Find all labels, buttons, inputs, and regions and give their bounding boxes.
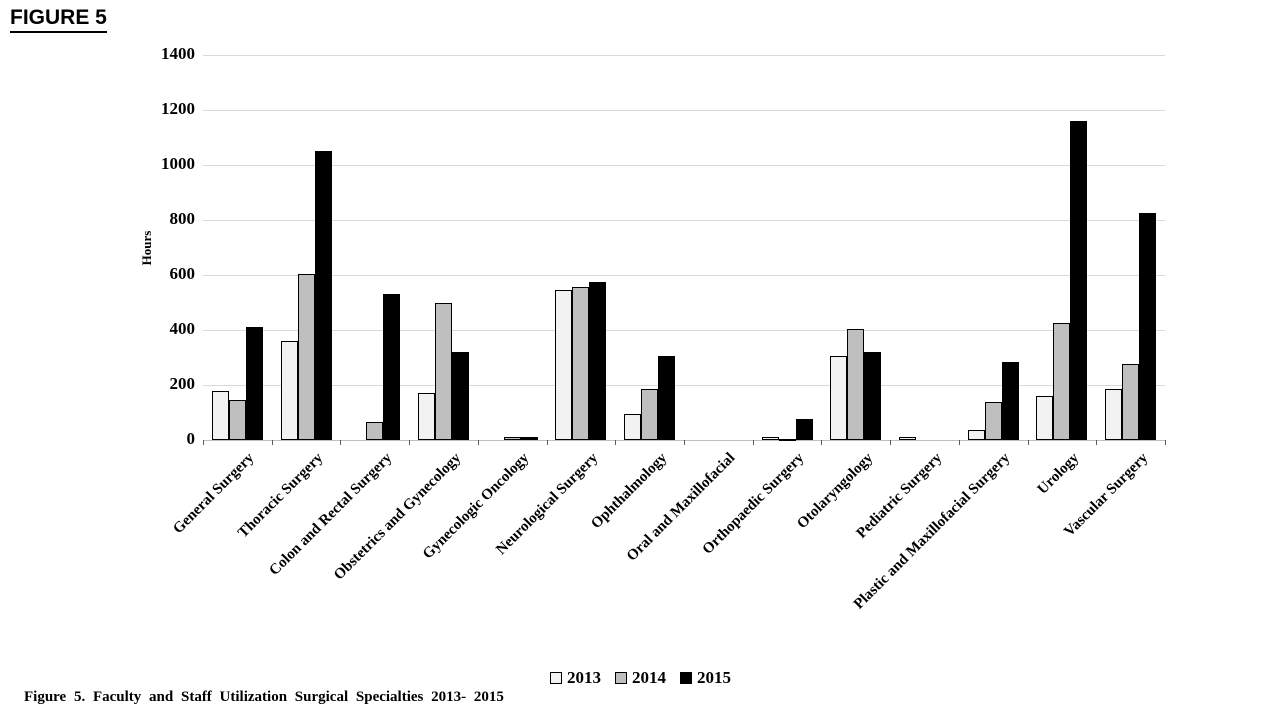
- x-tick-mark: [1165, 440, 1166, 445]
- bar-2015-ophthalmology: [658, 356, 676, 440]
- bar-2015-neurological-surgery: [589, 281, 607, 440]
- x-tick-mark: [890, 440, 892, 445]
- x-tick-mark: [615, 440, 617, 445]
- x-tick-mark: [821, 440, 823, 445]
- bar-2014-plastic-and-maxillofacial-surgery: [984, 401, 1002, 440]
- bar-2013-neurological-surgery: [555, 290, 573, 440]
- x-tick-mark: [340, 440, 342, 445]
- figure-title: FIGURE 5: [10, 6, 107, 33]
- y-tick-label-600: 600: [169, 264, 196, 283]
- x-tick-mark: [958, 440, 960, 445]
- legend-swatch-2015: [680, 672, 692, 684]
- bar-2015-general-surgery: [245, 327, 263, 440]
- bar-2015-obstetrics-and-gynecology: [452, 352, 469, 440]
- y-tick-label-1000: 1000: [161, 154, 195, 173]
- bar-2015-plastic-and-maxillofacial-surgery: [1001, 361, 1019, 440]
- legend: 2013 2014 2015: [550, 668, 731, 688]
- bar-2013-orthopaedic-surgery: [761, 437, 779, 440]
- bar-2013-general-surgery: [211, 390, 229, 440]
- y-tick-label-1200: 1200: [161, 99, 195, 118]
- bar-2013-ophthalmology: [624, 413, 642, 440]
- legend-item-2013: 2013: [550, 668, 601, 688]
- bar-2013-urology: [1036, 396, 1054, 440]
- bar-2015-orthopaedic-surgery: [795, 419, 813, 440]
- gridline-200: [203, 385, 1165, 386]
- legend-item-2014: 2014: [615, 668, 666, 688]
- bar-2014-gynecologic-oncology: [503, 437, 521, 440]
- x-tick-mark: [1096, 440, 1098, 445]
- gridline-1200: [203, 110, 1165, 111]
- bar-2014-urology: [1053, 323, 1071, 440]
- bar-2015-vascular-surgery: [1139, 213, 1157, 440]
- bar-2013-otolaryngology: [830, 356, 848, 440]
- bar-2013-obstetrics-and-gynecology: [418, 393, 435, 440]
- bar-2015-gynecologic-oncology: [520, 436, 538, 440]
- figure-caption: Figure 5. Faculty and Staff Utilization …: [24, 689, 504, 705]
- bar-2014-general-surgery: [228, 400, 246, 440]
- x-tick-mark: [684, 440, 685, 445]
- gridline-1000: [203, 165, 1165, 166]
- x-tick-mark: [477, 440, 479, 445]
- y-tick-label-0: 0: [186, 429, 196, 448]
- x-tick-mark: [271, 440, 273, 445]
- bar-2013-pediatric-surgery: [899, 436, 916, 440]
- bar-2014-neurological-surgery: [572, 287, 590, 440]
- legend-label-2014: 2014: [632, 668, 666, 687]
- x-tick-mark: [546, 440, 548, 445]
- x-tick-mark: [1027, 440, 1029, 445]
- x-tick-mark: [203, 440, 204, 445]
- bar-2015-urology: [1070, 121, 1088, 440]
- bar-2014-vascular-surgery: [1122, 364, 1140, 440]
- bar-2014-colon-and-rectal-surgery: [366, 422, 384, 440]
- bar-2015-otolaryngology: [864, 352, 882, 440]
- legend-swatch-2014: [615, 672, 627, 684]
- x-tick-mark: [752, 440, 754, 445]
- bar-2015-colon-and-rectal-surgery: [383, 294, 401, 440]
- bar-2013-thoracic-surgery: [280, 341, 298, 440]
- legend-swatch-2013: [550, 672, 562, 684]
- bar-2014-orthopaedic-surgery: [778, 438, 796, 441]
- bar-2014-thoracic-surgery: [297, 273, 315, 440]
- y-tick-label-1400: 1400: [161, 44, 195, 63]
- bar-2014-otolaryngology: [847, 328, 865, 440]
- y-tick-label-800: 800: [169, 209, 196, 228]
- y-axis-title: Hours: [139, 230, 154, 266]
- legend-label-2013: 2013: [567, 668, 601, 687]
- gridline-400: [203, 330, 1165, 331]
- gridline-800: [203, 220, 1165, 221]
- legend-item-2015: 2015: [680, 668, 731, 688]
- x-tick-mark: [409, 440, 411, 445]
- y-tick-label-200: 200: [169, 374, 196, 393]
- gridline-600: [203, 275, 1165, 276]
- bar-2014-obstetrics-and-gynecology: [435, 302, 452, 440]
- y-tick-label-400: 400: [169, 319, 196, 338]
- bar-2013-plastic-and-maxillofacial-surgery: [967, 430, 985, 440]
- gridline-1400: [203, 55, 1165, 56]
- bar-2013-vascular-surgery: [1105, 389, 1123, 440]
- legend-label-2015: 2015: [697, 668, 731, 687]
- bar-2015-thoracic-surgery: [314, 151, 332, 440]
- bar-2014-ophthalmology: [641, 389, 659, 440]
